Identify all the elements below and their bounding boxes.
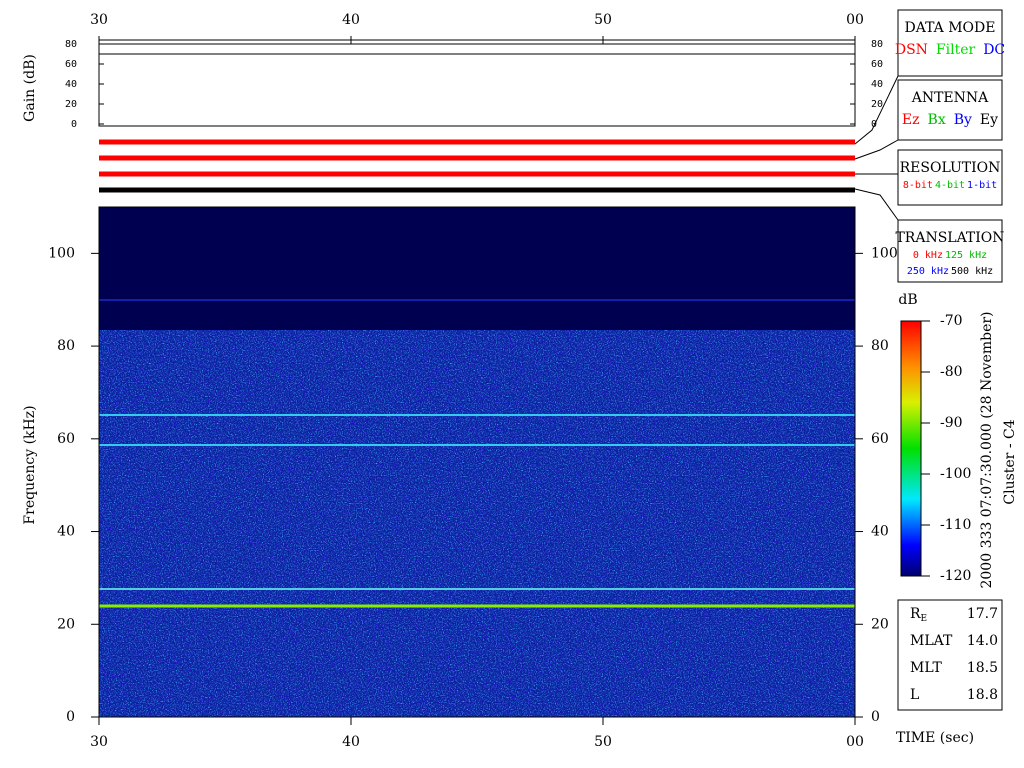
colorbar-tick-label: -120 [940, 568, 971, 584]
legend-item: 4-bit [935, 180, 965, 191]
y-tick-label: 40 [57, 524, 75, 540]
legend-title: ANTENNA [911, 90, 989, 106]
orbit-value: 18.8 [967, 687, 998, 703]
connector [854, 75, 899, 145]
legend-title: RESOLUTION [900, 160, 1001, 176]
y-tick-label: 20 [57, 616, 75, 632]
legend-item: 250 kHz [907, 266, 949, 277]
date-label: 2000 333 07:07:30.000 (28 November) [979, 311, 995, 588]
colorbar-label: dB [898, 292, 917, 308]
y-tick-label: 20 [871, 616, 889, 632]
y-tick-label: 100 [48, 245, 75, 261]
legend-item: Ez [902, 112, 920, 128]
legend-item: By [954, 112, 972, 128]
legend-box [897, 9, 1003, 77]
legend-box [897, 149, 1003, 206]
connector [854, 139, 899, 160]
legend-item: 500 kHz [951, 266, 993, 277]
spacecraft-label: Cluster - C4 [1002, 419, 1018, 504]
x-tick-label: 30 [90, 12, 108, 28]
legend-item: 0 kHz [913, 250, 943, 261]
orbit-label: MLAT [910, 633, 953, 649]
y-tick-label: 20 [65, 99, 77, 110]
orbit-label-text: L [910, 687, 919, 703]
y-tick-label: 80 [871, 338, 889, 354]
legend-item: 125 kHz [945, 250, 987, 261]
gain-frame [98, 43, 856, 127]
y-tick-label: 0 [71, 119, 77, 130]
legend-item: Bx [928, 112, 946, 128]
x-tick-label: 40 [342, 12, 360, 28]
x-tick-label: 40 [342, 734, 360, 750]
orbit-value: 18.5 [967, 660, 998, 676]
y-tick-label: 0 [66, 709, 75, 725]
legend-row: DSN Filter DC [895, 42, 1005, 58]
orbit-label-text: MLT [910, 660, 942, 676]
y-tick-label: 100 [871, 245, 898, 261]
x-tick-label: 30 [90, 734, 108, 750]
x-tick-label: 00 [846, 734, 864, 750]
orbit-label: L [910, 687, 919, 703]
y-tick-label: 40 [871, 524, 889, 540]
orbit-label: RE [910, 606, 927, 624]
colorbar-tick-label: -90 [940, 415, 963, 431]
y-tick-label: 0 [871, 119, 877, 130]
orbit-value: 17.7 [967, 606, 998, 622]
legend-title: TRANSLATION [895, 230, 1004, 246]
orbit-label-sub: E [921, 614, 928, 624]
legend-row: 0 kHz 125 kHz [913, 250, 987, 261]
spectrogram-texture [99, 330, 855, 717]
y-tick-label: 80 [65, 39, 77, 50]
legend-row: Ez Bx By Ey [902, 112, 998, 128]
colorbar-tick-label: -110 [940, 517, 971, 533]
spectrogram-frame [98, 206, 856, 718]
colorbar-tick-label: -70 [940, 313, 963, 329]
legend-item: Filter [936, 42, 976, 58]
y-tick-label: 60 [871, 431, 889, 447]
legend-item: DC [983, 42, 1005, 58]
connector [854, 188, 899, 221]
orbit-label-text: R [910, 606, 921, 622]
colorbar-tick-label: -100 [940, 466, 971, 482]
legend-item: Ey [980, 112, 998, 128]
y-tick-label: 60 [65, 59, 77, 70]
y-axis-label: Gain (dB) [22, 54, 38, 122]
y-tick-label: 40 [65, 79, 77, 90]
legend-box [897, 219, 1003, 283]
y-tick-label: 20 [871, 99, 883, 110]
y-tick-label: 80 [57, 338, 75, 354]
orbit-label-text: MLAT [910, 633, 953, 649]
x-tick-label: 50 [594, 734, 612, 750]
y-tick-label: 60 [871, 59, 883, 70]
colorbar-tick-label: -80 [940, 364, 963, 380]
x-tick-label: 00 [846, 12, 864, 28]
y-tick-label: 80 [871, 39, 883, 50]
y-tick-label: 40 [871, 79, 883, 90]
y-tick-label: 60 [57, 431, 75, 447]
legend-item: DSN [895, 42, 928, 58]
orbit-value: 14.0 [967, 633, 998, 649]
y-tick-label: 0 [871, 709, 880, 725]
legend-box [897, 79, 1003, 141]
legend-item: 1-bit [967, 180, 997, 191]
legend-row: 250 kHz 500 kHz [907, 266, 993, 277]
legend-row: 8-bit 4-bit 1-bit [903, 180, 997, 191]
orbit-label: MLT [910, 660, 942, 676]
orbit-box [897, 599, 1003, 711]
legend-title: DATA MODE [905, 20, 996, 36]
x-tick-label: 50 [594, 12, 612, 28]
y-axis-label: Frequency (kHz) [22, 405, 38, 524]
legend-item: 8-bit [903, 180, 933, 191]
colorbar [900, 320, 922, 577]
x-axis-label: TIME (sec) [896, 730, 974, 746]
